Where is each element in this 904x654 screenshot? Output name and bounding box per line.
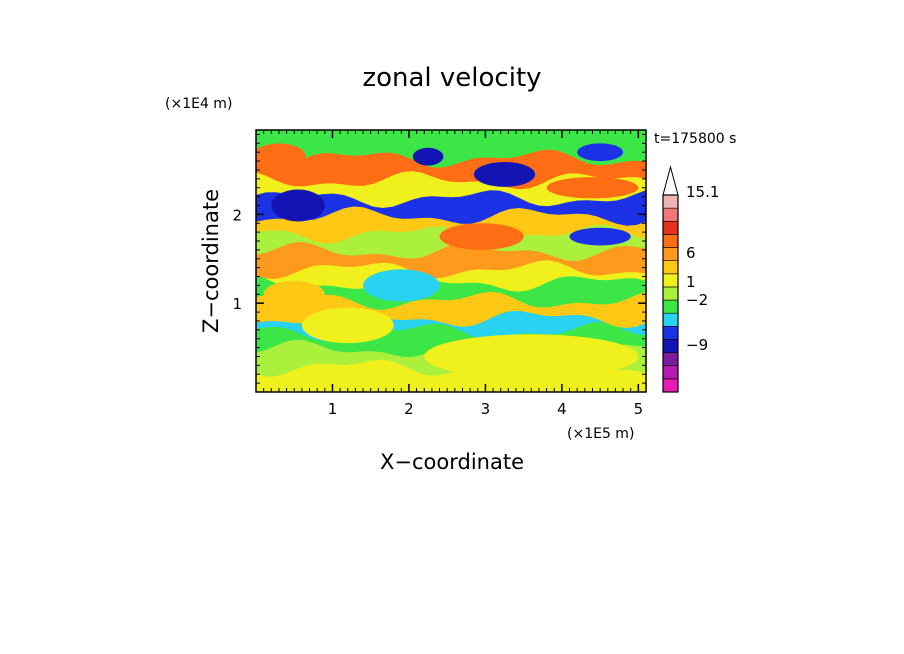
colorbar-tick-label: −2 <box>686 291 708 309</box>
colorbar-segment <box>662 234 679 248</box>
colorbar-segment <box>662 220 679 235</box>
colorbar-segment <box>662 260 679 275</box>
x-tick-label: 2 <box>404 400 414 418</box>
plot-frame <box>255 129 647 393</box>
contour-blob <box>301 307 394 344</box>
contour-blob <box>256 143 306 170</box>
contour-blob <box>569 227 631 246</box>
colorbar-segment <box>662 247 679 261</box>
colorbar-segment <box>662 365 679 380</box>
contour-band <box>256 130 646 168</box>
x-tick-label: 3 <box>481 400 491 418</box>
contour-blob <box>412 147 444 166</box>
y-axis-ticks: 12 <box>232 133 646 384</box>
colorbar-segment <box>662 312 679 327</box>
colorbar-segment <box>662 207 679 222</box>
colorbar: 15.1 6 1−2 −9 <box>662 165 719 393</box>
x-tick-label: 4 <box>557 400 567 418</box>
contour-blob <box>424 334 639 379</box>
colorbar-segment <box>662 273 679 288</box>
chart-title: zonal velocity <box>362 63 541 93</box>
colorbar-tick-label: −9 <box>686 336 708 354</box>
y-tick-label: 2 <box>232 206 242 224</box>
colorbar-tick-label: 6 <box>686 244 696 262</box>
colorbar-segment <box>662 326 679 340</box>
x-axis-label: X−coordinate <box>380 450 524 474</box>
colorbar-segment <box>662 194 679 209</box>
colorbar-segment <box>662 299 679 314</box>
contour-blob <box>546 177 639 199</box>
colorbar-frame <box>662 194 679 393</box>
time-label: t=175800 s <box>654 131 736 147</box>
contour-blob <box>473 161 536 187</box>
colorbar-tick-label: 1 <box>686 273 696 291</box>
y-tick-label: 1 <box>232 295 242 313</box>
colorbar-segment <box>662 352 679 367</box>
contour-blob <box>363 269 440 302</box>
contour-blob <box>271 189 325 222</box>
colorbar-segment <box>662 286 679 301</box>
x-axis-ticks: 1 2 3 4 5 <box>263 130 647 418</box>
contour-blob <box>263 280 325 308</box>
colorbar-segment <box>662 378 679 393</box>
x-tick-label: 5 <box>634 400 644 418</box>
colorbar-tick-label: 15.1 <box>686 183 719 201</box>
colorbar-segment <box>662 339 679 353</box>
x-tick-label: 1 <box>328 400 338 418</box>
y-axis-label: Z−coordinate <box>199 189 223 333</box>
contour-blob <box>439 223 524 250</box>
contour-blob <box>577 143 624 162</box>
x-scale-label: (×1E5 m) <box>567 426 634 442</box>
y-scale-label: (×1E4 m) <box>165 96 232 112</box>
plot-area <box>256 130 646 392</box>
contour-fields <box>256 130 646 392</box>
colorbar-extend-arrow <box>662 165 679 196</box>
